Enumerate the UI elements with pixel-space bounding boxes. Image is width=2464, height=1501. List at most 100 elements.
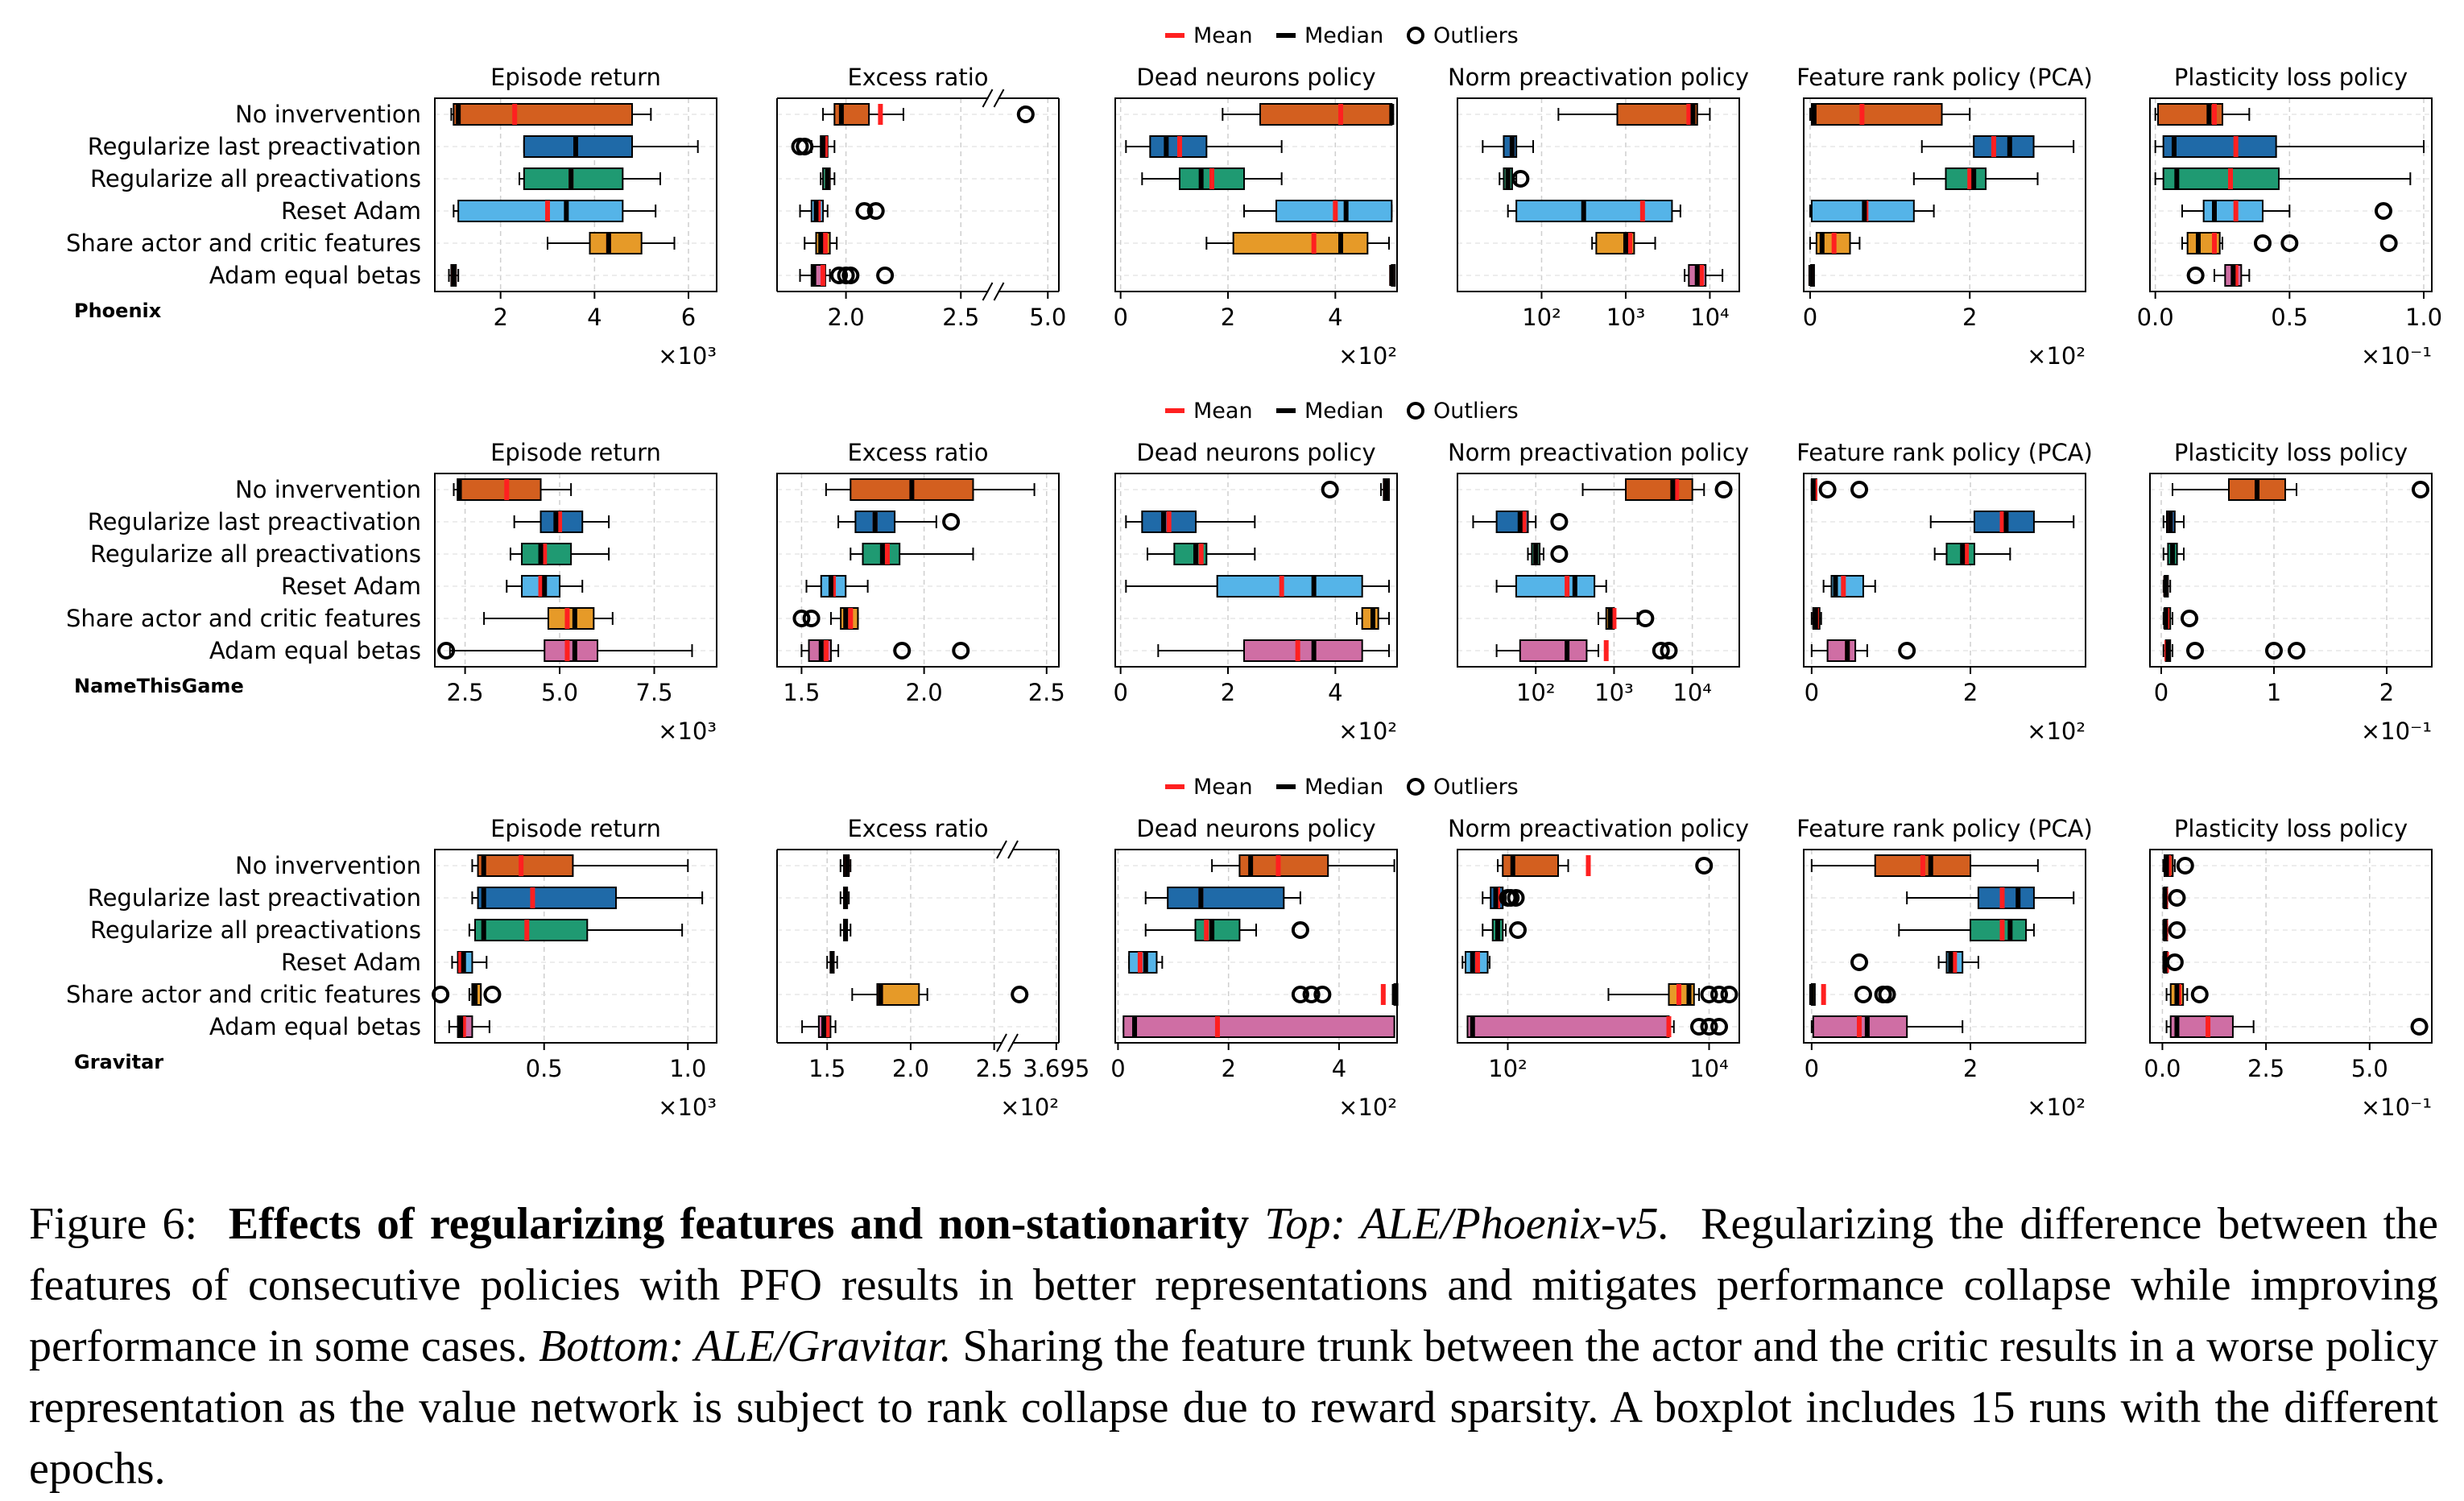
box-1 — [1222, 103, 1395, 126]
outlier-point — [841, 267, 860, 284]
box-iqr — [1810, 103, 1943, 126]
x-tick-label: 5.0 — [541, 679, 578, 706]
outlier-point — [1700, 1018, 1718, 1036]
box-2 — [837, 511, 961, 533]
x-tick-label: 10⁴ — [1690, 304, 1730, 331]
caption-bottom-text: Sharing the feature trunk between the ac… — [29, 1321, 2439, 1494]
legend-outlier-swatch — [1407, 27, 1424, 44]
box-2 — [471, 887, 704, 909]
box-6 — [437, 639, 693, 662]
panel-title: Dead neurons policy — [1136, 439, 1375, 466]
panel-frame — [1114, 473, 1398, 668]
x-tick-label: 0.5 — [526, 1055, 563, 1082]
panel-title: Excess ratio — [847, 439, 988, 466]
panel: Dead neurons policy 0 2 4 ×10² — [1110, 815, 1399, 1121]
box-5 — [851, 983, 1029, 1006]
outlier-point — [1509, 921, 1527, 939]
panel-frame — [1803, 473, 2086, 668]
box-6 — [1466, 1015, 1728, 1038]
legend-mean-label: Mean — [1193, 23, 1253, 48]
box-5 — [1810, 607, 1822, 630]
axis-break-mark — [993, 89, 1005, 108]
panel-title: Excess ratio — [847, 815, 988, 842]
panel-frame — [2149, 97, 2433, 292]
outlier-point — [2379, 234, 2398, 252]
category-label: Regularize last preactivation — [88, 884, 421, 912]
box-5 — [792, 607, 859, 630]
panel-title: Feature rank policy (PCA) — [1796, 815, 2093, 842]
box-2 — [523, 135, 699, 158]
panel-frame — [1457, 97, 1740, 292]
axis-multiplier: ×10³ — [658, 717, 717, 745]
box-iqr — [1970, 919, 2028, 941]
legend: Mean Median Outliers — [1165, 399, 1519, 424]
box-iqr — [1216, 575, 1363, 598]
box-6 — [1808, 264, 1815, 287]
box-3 — [1527, 543, 1569, 565]
box-4 — [2162, 575, 2172, 598]
box-6 — [1389, 264, 1396, 287]
category-label: Share actor and critic features — [66, 605, 421, 632]
axis-break-mark — [982, 89, 994, 108]
panel-title: Episode return — [490, 439, 661, 466]
panel-title: Norm preactivation policy — [1448, 815, 1749, 842]
caption-top-text: Regularizing the difference between the … — [29, 1199, 2438, 1371]
box-5 — [1607, 983, 1738, 1006]
outlier-point — [1550, 545, 1569, 563]
box-iqr — [1616, 103, 1698, 126]
box-iqr — [544, 639, 599, 662]
category-label: Regularize all preactivations — [90, 165, 421, 192]
x-tick-label: 2.5 — [942, 304, 979, 331]
box-iqr — [1515, 575, 1596, 598]
box-iqr — [1826, 639, 1857, 662]
panel: Excess ratio 1.5 2.0 2.5 3.695 ×10² — [776, 815, 1089, 1121]
game-label: Phoenix — [74, 300, 162, 322]
box-4 — [826, 951, 838, 974]
x-tick-label: 2 — [1963, 1055, 1978, 1082]
axis-multiplier: ×10⁻¹ — [2361, 342, 2432, 370]
outlier-point — [1321, 481, 1339, 498]
axis-multiplier: ×10² — [1338, 717, 1397, 745]
box-4 — [799, 200, 885, 222]
x-tick-label: 10² — [1488, 1055, 1528, 1082]
panel: Plasticity loss policy 0.0 2.5 5.0 ×10⁻¹ — [2144, 815, 2433, 1121]
x-tick-label: 4 — [1332, 1055, 1346, 1082]
box-2 — [791, 135, 836, 158]
x-tick-label: 2 — [2379, 679, 2394, 706]
x-tick-label: 0.0 — [2144, 1055, 2181, 1082]
panel: Episode return 2 4 6 ×10³ — [434, 64, 717, 370]
category-label: Share actor and critic features — [66, 981, 421, 1008]
box-4 — [805, 575, 869, 598]
outlier-point — [483, 986, 502, 1003]
panel-title: Episode return — [490, 64, 661, 91]
panel-title: Norm preactivation policy — [1448, 64, 1749, 91]
outlier-point — [1695, 857, 1714, 875]
x-tick-label: 4 — [1328, 304, 1342, 331]
box-6 — [799, 264, 895, 287]
caption-top-label: Top: ALE/Phoenix-v5. — [1264, 1199, 1670, 1249]
axis-multiplier: ×10⁻¹ — [2361, 717, 2432, 745]
category-label: No invervention — [235, 476, 421, 503]
outlier-point — [2412, 481, 2429, 498]
box-iqr — [2162, 135, 2277, 158]
axis-break-mark — [996, 840, 1007, 859]
panel-title: Plasticity loss policy — [2174, 815, 2408, 842]
box-3 — [1912, 167, 2039, 190]
box-5 — [1356, 607, 1390, 630]
category-label: Regularize last preactivation — [88, 508, 421, 535]
outlier-point — [2176, 857, 2194, 875]
outlier-point — [1850, 953, 1869, 971]
panel-title: Dead neurons policy — [1136, 64, 1375, 91]
game-label: Gravitar — [74, 1051, 163, 1073]
box-2 — [839, 887, 850, 909]
x-tick-label: 0 — [2154, 679, 2168, 706]
outlier-point — [2190, 986, 2209, 1003]
panel-title: Plasticity loss policy — [2174, 64, 2408, 91]
legend: Mean Median Outliers — [1165, 775, 1519, 800]
box-3 — [2154, 167, 2412, 190]
box-5 — [1291, 983, 1399, 1006]
x-tick-label: 0 — [1805, 1055, 1819, 1082]
box-3 — [1482, 919, 1527, 941]
panel-frame — [1457, 849, 1740, 1044]
box-iqr — [457, 478, 542, 501]
